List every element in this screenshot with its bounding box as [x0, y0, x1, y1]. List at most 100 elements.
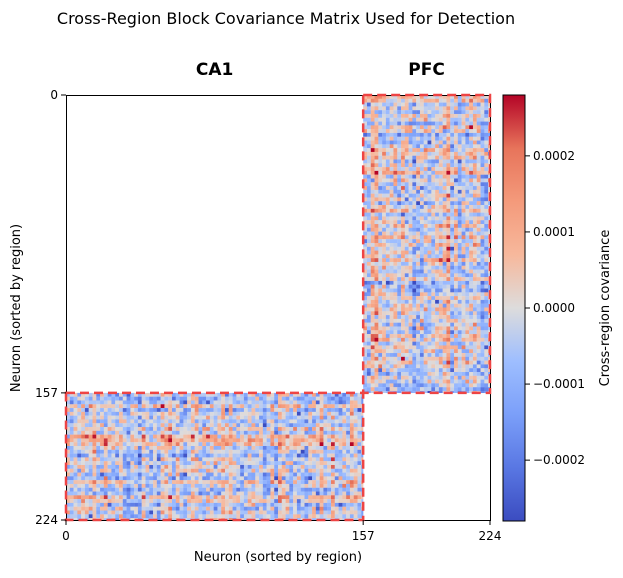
heatmap-cell [458, 289, 462, 293]
heatmap-cell [431, 133, 435, 137]
heatmap-cell [375, 368, 379, 372]
heatmap-cell [346, 488, 350, 492]
heatmap-cell [416, 361, 420, 365]
heatmap-cell [119, 446, 123, 450]
heatmap-cell [248, 400, 252, 404]
heatmap-cell [221, 450, 225, 454]
heatmap-cell [289, 423, 293, 427]
heatmap-cell [100, 492, 104, 496]
heatmap-cell [375, 220, 379, 224]
heatmap-cell [172, 431, 176, 435]
heatmap-cell [104, 400, 108, 404]
heatmap-cell [172, 446, 176, 450]
heatmap-cell [206, 427, 210, 431]
heatmap-cell [424, 300, 428, 304]
heatmap-cell [202, 438, 206, 442]
heatmap-cell [458, 209, 462, 213]
heatmap-cell [371, 178, 375, 182]
heatmap-cell [424, 205, 428, 209]
heatmap-cell [301, 431, 305, 435]
heatmap-cell [446, 156, 450, 160]
heatmap-cell [435, 334, 439, 338]
heatmap-cell [187, 461, 191, 465]
heatmap-cell [123, 423, 127, 427]
heatmap-cell [428, 201, 432, 205]
heatmap-cell [420, 197, 424, 201]
heatmap-cell [187, 488, 191, 492]
heatmap-cell [138, 423, 142, 427]
heatmap-cell [378, 141, 382, 145]
heatmap-cell [420, 311, 424, 315]
heatmap-cell [401, 304, 405, 308]
heatmap-cell [458, 186, 462, 190]
heatmap-cell [424, 137, 428, 141]
heatmap-cell [263, 446, 267, 450]
heatmap-cell [270, 408, 274, 412]
heatmap-cell [233, 480, 237, 484]
heatmap-cell [412, 209, 416, 213]
heatmap-cell [327, 408, 331, 412]
heatmap-cell [401, 167, 405, 171]
heatmap-cell [221, 435, 225, 439]
heatmap-cell [142, 480, 146, 484]
heatmap-cell [297, 454, 301, 458]
heatmap-cell [371, 319, 375, 323]
heatmap-cell [469, 216, 473, 220]
heatmap-cell [74, 503, 78, 507]
heatmap-cell [439, 156, 443, 160]
heatmap-cell [259, 416, 263, 420]
heatmap-cell [439, 178, 443, 182]
heatmap-cell [378, 326, 382, 330]
heatmap-cell [382, 137, 386, 141]
heatmap-cell [371, 182, 375, 186]
heatmap-cell [481, 160, 485, 164]
heatmap-cell [443, 311, 447, 315]
heatmap-cell [308, 442, 312, 446]
heatmap-cell [81, 435, 85, 439]
heatmap-cell [289, 408, 293, 412]
heatmap-cell [473, 178, 477, 182]
heatmap-cell [367, 372, 371, 376]
heatmap-cell [354, 438, 358, 442]
heatmap-cell [74, 461, 78, 465]
heatmap-cell [221, 419, 225, 423]
heatmap-cell [465, 266, 469, 270]
region-label-ca1: CA1 [196, 60, 233, 80]
heatmap-cell [462, 258, 466, 262]
heatmap-cell [210, 419, 214, 423]
heatmap-cell [172, 488, 176, 492]
heatmap-cell [454, 349, 458, 353]
heatmap-cell [458, 239, 462, 243]
heatmap-cell [462, 372, 466, 376]
heatmap-cell [446, 239, 450, 243]
heatmap-cell [454, 315, 458, 319]
heatmap-cell [446, 194, 450, 198]
heatmap-cell [236, 480, 240, 484]
heatmap-cell [424, 186, 428, 190]
heatmap-cell [382, 304, 386, 308]
heatmap-cell [316, 469, 320, 473]
heatmap-cell [439, 201, 443, 205]
heatmap-cell [180, 423, 184, 427]
heatmap-cell [149, 438, 153, 442]
heatmap-cell [323, 473, 327, 477]
heatmap-cell [270, 454, 274, 458]
heatmap-cell [367, 334, 371, 338]
heatmap-cell [454, 308, 458, 312]
heatmap-cell [130, 465, 134, 469]
heatmap-cell [416, 220, 420, 224]
heatmap-cell [367, 262, 371, 266]
heatmap-cell [424, 152, 428, 156]
heatmap-cell [180, 492, 184, 496]
heatmap-cell [371, 296, 375, 300]
heatmap-cell [405, 289, 409, 293]
heatmap-cell [233, 473, 237, 477]
heatmap-cell [412, 175, 416, 179]
heatmap-cell [405, 167, 409, 171]
heatmap-cell [134, 442, 138, 446]
heatmap-cell [172, 499, 176, 503]
heatmap-cell [367, 368, 371, 372]
heatmap-cell [93, 404, 97, 408]
heatmap-cell [484, 372, 488, 376]
heatmap-cell [331, 461, 335, 465]
